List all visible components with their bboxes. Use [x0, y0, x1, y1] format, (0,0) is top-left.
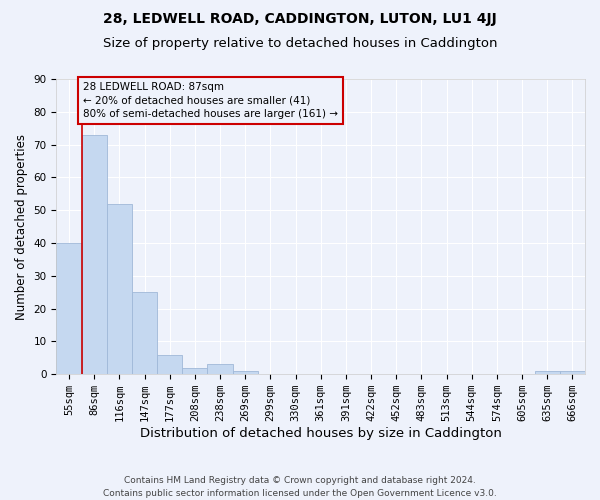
X-axis label: Distribution of detached houses by size in Caddington: Distribution of detached houses by size … [140, 427, 502, 440]
Bar [56, 243, 82, 374]
Text: 28, LEDWELL ROAD, CADDINGTON, LUTON, LU1 4JJ: 28, LEDWELL ROAD, CADDINGTON, LUTON, LU1… [103, 12, 497, 26]
Y-axis label: Number of detached properties: Number of detached properties [15, 134, 28, 320]
Text: Size of property relative to detached houses in Caddington: Size of property relative to detached ho… [103, 38, 497, 51]
Bar [233, 371, 258, 374]
Text: Contains HM Land Registry data © Crown copyright and database right 2024.
Contai: Contains HM Land Registry data © Crown c… [103, 476, 497, 498]
Bar [82, 135, 107, 374]
Bar [157, 354, 182, 374]
Bar [208, 364, 233, 374]
Bar [182, 368, 208, 374]
Bar [107, 204, 132, 374]
Bar [560, 371, 585, 374]
Bar [535, 371, 560, 374]
Text: 28 LEDWELL ROAD: 87sqm
← 20% of detached houses are smaller (41)
80% of semi-det: 28 LEDWELL ROAD: 87sqm ← 20% of detached… [83, 82, 338, 118]
Bar [132, 292, 157, 374]
